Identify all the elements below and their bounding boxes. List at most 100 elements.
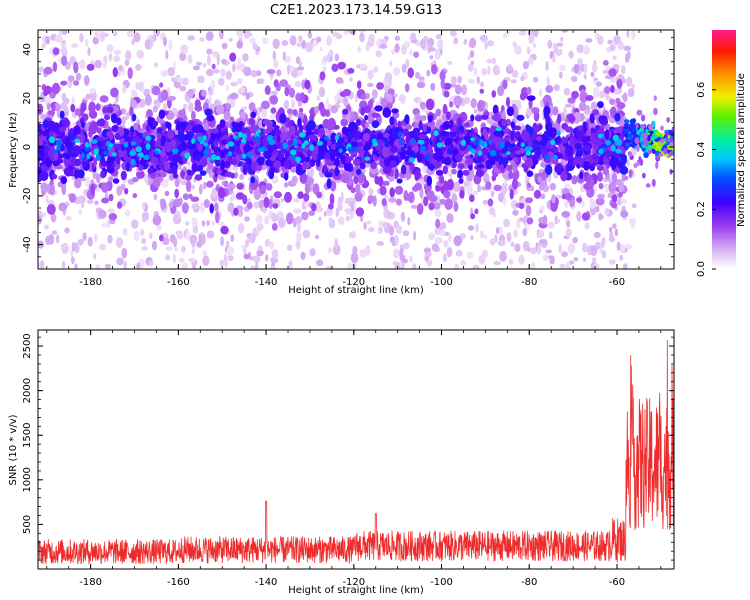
- spectrogram-cell: [264, 254, 269, 262]
- spectrogram-cell: [166, 122, 172, 130]
- spectrogram-cell: [351, 201, 355, 212]
- spectrogram-cell: [470, 235, 474, 241]
- spectrogram-cell: [347, 147, 354, 152]
- spectrogram-cell: [463, 38, 468, 45]
- spectrogram-cell: [79, 33, 84, 43]
- spectrogram-cell: [96, 127, 102, 134]
- spectrogram-cell: [299, 124, 304, 133]
- spectrogram-cell: [245, 128, 252, 137]
- spectrogram-cell: [77, 239, 84, 246]
- spectrogram-cell: [168, 39, 173, 51]
- spectrogram-cell: [71, 43, 79, 48]
- spectrogram-cell: [95, 264, 101, 269]
- spectrogram-cell: [334, 166, 339, 177]
- spectrogram-cell: [203, 149, 209, 156]
- spectrogram-cell: [342, 88, 352, 97]
- spectrogram-cell: [141, 211, 150, 221]
- spectrogram-cell: [443, 82, 452, 90]
- spectrogram-cell: [256, 156, 265, 164]
- spectrogram-cell: [59, 126, 66, 132]
- spectrogram-cell: [612, 223, 617, 230]
- spectrogram-cell: [415, 113, 421, 120]
- spectrogram-cell: [129, 150, 136, 157]
- spectrogram-cell: [42, 119, 50, 129]
- spectrogram-cell: [505, 96, 511, 108]
- spectrogram-cell: [443, 180, 448, 188]
- spectrogram-cell: [181, 262, 188, 269]
- spectrogram-cell: [305, 42, 313, 53]
- spectrogram-cell: [156, 224, 162, 231]
- spectrogram-cell: [112, 31, 118, 37]
- spectrogram-cell: [148, 260, 154, 267]
- spectrogram-cell: [172, 214, 179, 224]
- spectrogram-cell: [622, 263, 628, 269]
- spectrogram-cell: [330, 105, 339, 114]
- spectrogram-cell: [462, 169, 470, 176]
- spectrogram-cell: [123, 260, 127, 269]
- spectrogram-cell: [135, 146, 142, 153]
- spectrogram-cell: [443, 90, 450, 98]
- spectrogram-cell: [229, 196, 234, 202]
- spectrogram-cell: [592, 128, 597, 134]
- spectrogram-cell: [626, 30, 630, 38]
- spectrogram-x-tick-label: -100: [430, 277, 453, 288]
- spectrogram-cell: [360, 107, 366, 116]
- spectrogram-cell: [94, 31, 100, 39]
- spectrogram-cell: [512, 108, 519, 119]
- spectrogram-cell: [250, 265, 256, 269]
- spectrogram-cell: [153, 62, 158, 68]
- spectrogram-cell: [327, 247, 332, 254]
- spectrogram-cell: [526, 217, 534, 225]
- spectrogram-cell: [454, 84, 462, 95]
- spectrogram-cell: [243, 163, 250, 170]
- spectrogram-cell: [489, 238, 496, 246]
- spectrogram-cell: [598, 127, 605, 136]
- spectrogram-cell: [396, 178, 403, 184]
- spectrogram-cell: [187, 88, 195, 99]
- spectrogram-cell: [192, 224, 199, 234]
- spectrogram-cell: [211, 63, 216, 70]
- spectrogram-cell: [343, 136, 349, 143]
- spectrogram-cell: [151, 85, 161, 96]
- spectrogram-cell: [133, 32, 141, 43]
- spectrogram-cell: [201, 220, 206, 227]
- spectrogram-cell: [264, 85, 271, 96]
- spectrogram-cell: [491, 90, 497, 98]
- spectrogram-cell: [345, 215, 350, 222]
- spectrogram-cell: [538, 88, 543, 97]
- spectrogram-cell: [395, 198, 402, 206]
- spectrogram-cell: [366, 82, 374, 88]
- colorbar: 0.00.20.40.6 Normalized spectral amplitu…: [696, 30, 747, 277]
- spectrogram-cell: [537, 176, 542, 183]
- spectrogram-cell: [223, 253, 228, 263]
- spectrogram-cell: [446, 247, 453, 258]
- spectrogram-cell: [522, 228, 528, 237]
- spectrogram-cell: [566, 165, 574, 172]
- spectrogram-cell: [671, 126, 674, 132]
- spectrogram-cell: [269, 241, 274, 250]
- spectrogram-cell: [440, 78, 445, 89]
- spectrogram-cell: [176, 230, 184, 240]
- spectrogram-x-tick-label: -60: [609, 277, 625, 288]
- spectrogram-cell: [477, 150, 483, 157]
- spectrogram-cell: [45, 157, 53, 168]
- spectrogram-cell: [214, 151, 221, 158]
- spectrogram-cell: [99, 95, 109, 103]
- spectrogram-cell: [469, 181, 473, 193]
- spectrogram-cell: [413, 230, 417, 241]
- spectrogram-cell: [566, 220, 571, 228]
- spectrogram-cell: [142, 201, 146, 211]
- spectrogram-cell: [378, 226, 383, 234]
- spectrogram-cell: [483, 173, 490, 184]
- spectrogram-cell: [583, 257, 586, 262]
- spectrogram-cell: [627, 88, 635, 98]
- spectrogram-cell: [383, 158, 391, 167]
- spectrogram-cell: [368, 187, 374, 196]
- spectrogram-cell: [450, 76, 457, 85]
- spectrogram-cell: [331, 31, 340, 38]
- spectrogram-cell: [530, 154, 540, 160]
- spectrogram-cell: [51, 82, 61, 95]
- spectrogram-cell: [480, 114, 489, 120]
- spectrogram-cell: [576, 210, 582, 222]
- spectrogram-cell: [106, 164, 114, 170]
